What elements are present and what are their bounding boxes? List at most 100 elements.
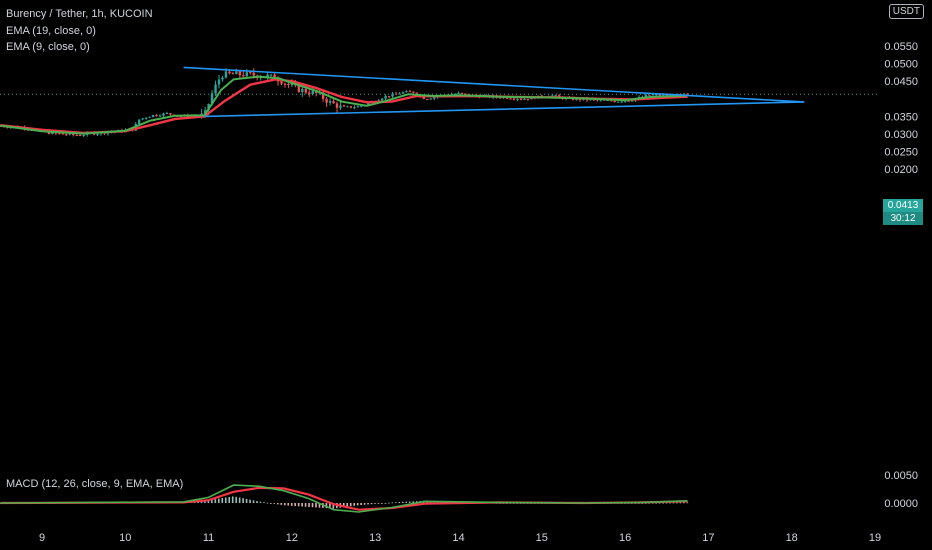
macd-histogram-bar (377, 503, 380, 504)
candle-body (47, 131, 51, 135)
candle-body (655, 94, 658, 96)
candle-body (627, 100, 630, 102)
macd-histogram-bar (676, 502, 678, 504)
candle-body (266, 74, 269, 77)
macd-pane[interactable] (0, 484, 689, 513)
candle-body (207, 103, 210, 111)
macd-histogram-bar (207, 500, 210, 503)
macd-histogram-bar (294, 503, 296, 507)
time-tick-label: 15 (536, 532, 548, 544)
time-tick-label: 11 (203, 532, 214, 544)
candle-body (342, 105, 346, 107)
candle-body (606, 100, 609, 102)
candle-body (644, 94, 648, 97)
candle-body (290, 84, 294, 86)
candle-body (58, 133, 61, 135)
macd-histogram-bar (252, 500, 255, 503)
macd-histogram-bar (221, 498, 224, 503)
macd-histogram-bar (370, 503, 373, 505)
current-price-label: 0.0413 (883, 199, 923, 212)
price-pane[interactable] (0, 66, 880, 137)
trendline-lower (204, 101, 805, 118)
candle-body (283, 83, 287, 85)
macd-histogram-bar (412, 501, 414, 503)
candle-body (311, 90, 314, 95)
candle-body (523, 99, 526, 101)
macd-histogram-bar (238, 497, 241, 503)
macd-histogram-bar (651, 502, 654, 504)
candle-body (304, 89, 307, 93)
candle-body (287, 83, 290, 86)
price-tick-label: 0.0300 (884, 129, 918, 141)
macd-histogram-bar (277, 503, 279, 505)
candle-body (165, 113, 169, 115)
candle-body (61, 133, 65, 135)
candle-body (169, 113, 172, 115)
macd-histogram-bar (662, 502, 664, 504)
macd-histogram-bar (224, 497, 227, 503)
macd-histogram-bar (256, 501, 258, 503)
macd-histogram-bar (311, 503, 314, 508)
macd-histogram-bar (263, 502, 265, 503)
macd-histogram-bar (228, 496, 231, 503)
candle-body (252, 72, 255, 76)
candle-body (630, 100, 634, 102)
time-tick-label: 10 (119, 532, 131, 544)
ema-9-legend[interactable]: EMA (9, close, 0) (6, 41, 90, 53)
macd-histogram-bar (245, 498, 248, 503)
macd-histogram-bar (658, 502, 661, 504)
candle-body (422, 95, 425, 100)
macd-histogram-bar (342, 503, 345, 508)
candle-body (65, 134, 68, 136)
candle-body (554, 95, 557, 97)
macd-legend[interactable]: MACD (12, 26, close, 9, EMA, EMA) (6, 478, 184, 490)
macd-histogram-bar (266, 502, 269, 504)
macd-histogram-bar (349, 503, 352, 507)
candle-body (526, 99, 530, 101)
candle-body (387, 96, 391, 98)
candle-body (144, 117, 148, 119)
candle-body (339, 105, 342, 108)
candle-body (391, 93, 394, 97)
candle-body (335, 103, 339, 108)
symbol-title[interactable]: Burency / Tether, 1h, KUCOIN (6, 8, 153, 20)
time-tick-label: 18 (786, 532, 798, 544)
macd-histogram-bar (204, 500, 206, 503)
ema-19-legend[interactable]: EMA (19, close, 0) (6, 25, 96, 37)
bar-countdown-label: 30:12 (883, 212, 923, 225)
candle-body (238, 71, 242, 76)
macd-histogram-bar (395, 502, 397, 504)
macd-histogram-bar (683, 502, 685, 504)
candle-body (623, 100, 627, 102)
macd-histogram-bar (318, 503, 321, 508)
candle-body (426, 99, 429, 101)
macd-histogram-bar (249, 499, 251, 503)
candle-body (412, 91, 415, 93)
macd-histogram-bar (391, 502, 394, 504)
macd-histogram-bar (301, 503, 303, 507)
candle-body (401, 92, 405, 94)
macd-histogram-bar (388, 502, 390, 504)
price-tick-label: 0.0500 (884, 59, 918, 71)
macd-histogram-bar (259, 501, 262, 503)
time-axis[interactable]: 9 10 11 12 13 14 15 16 17 18 19 (39, 532, 881, 544)
price-axis[interactable]: 0.0550 0.0500 0.0450 0.0350 0.0300 0.0250 0.02… (884, 41, 918, 510)
macd-histogram-bar (297, 503, 300, 507)
candle-body (332, 101, 335, 104)
macd-histogram-bar (218, 498, 220, 503)
candle-body (82, 134, 85, 136)
candle-body (137, 119, 141, 124)
candle-body (405, 91, 408, 93)
candle-body (72, 133, 75, 135)
macd-histogram-bar (353, 503, 355, 506)
currency-selector[interactable]: USDT (888, 4, 924, 19)
candle-body (686, 93, 689, 95)
candle-body (242, 75, 245, 77)
candle-body (301, 89, 304, 93)
candle-body (648, 94, 651, 96)
macd-histogram-bar (408, 501, 411, 503)
macd-histogram-bar (211, 499, 213, 503)
candle-body (384, 96, 387, 99)
candle-body (346, 106, 349, 108)
